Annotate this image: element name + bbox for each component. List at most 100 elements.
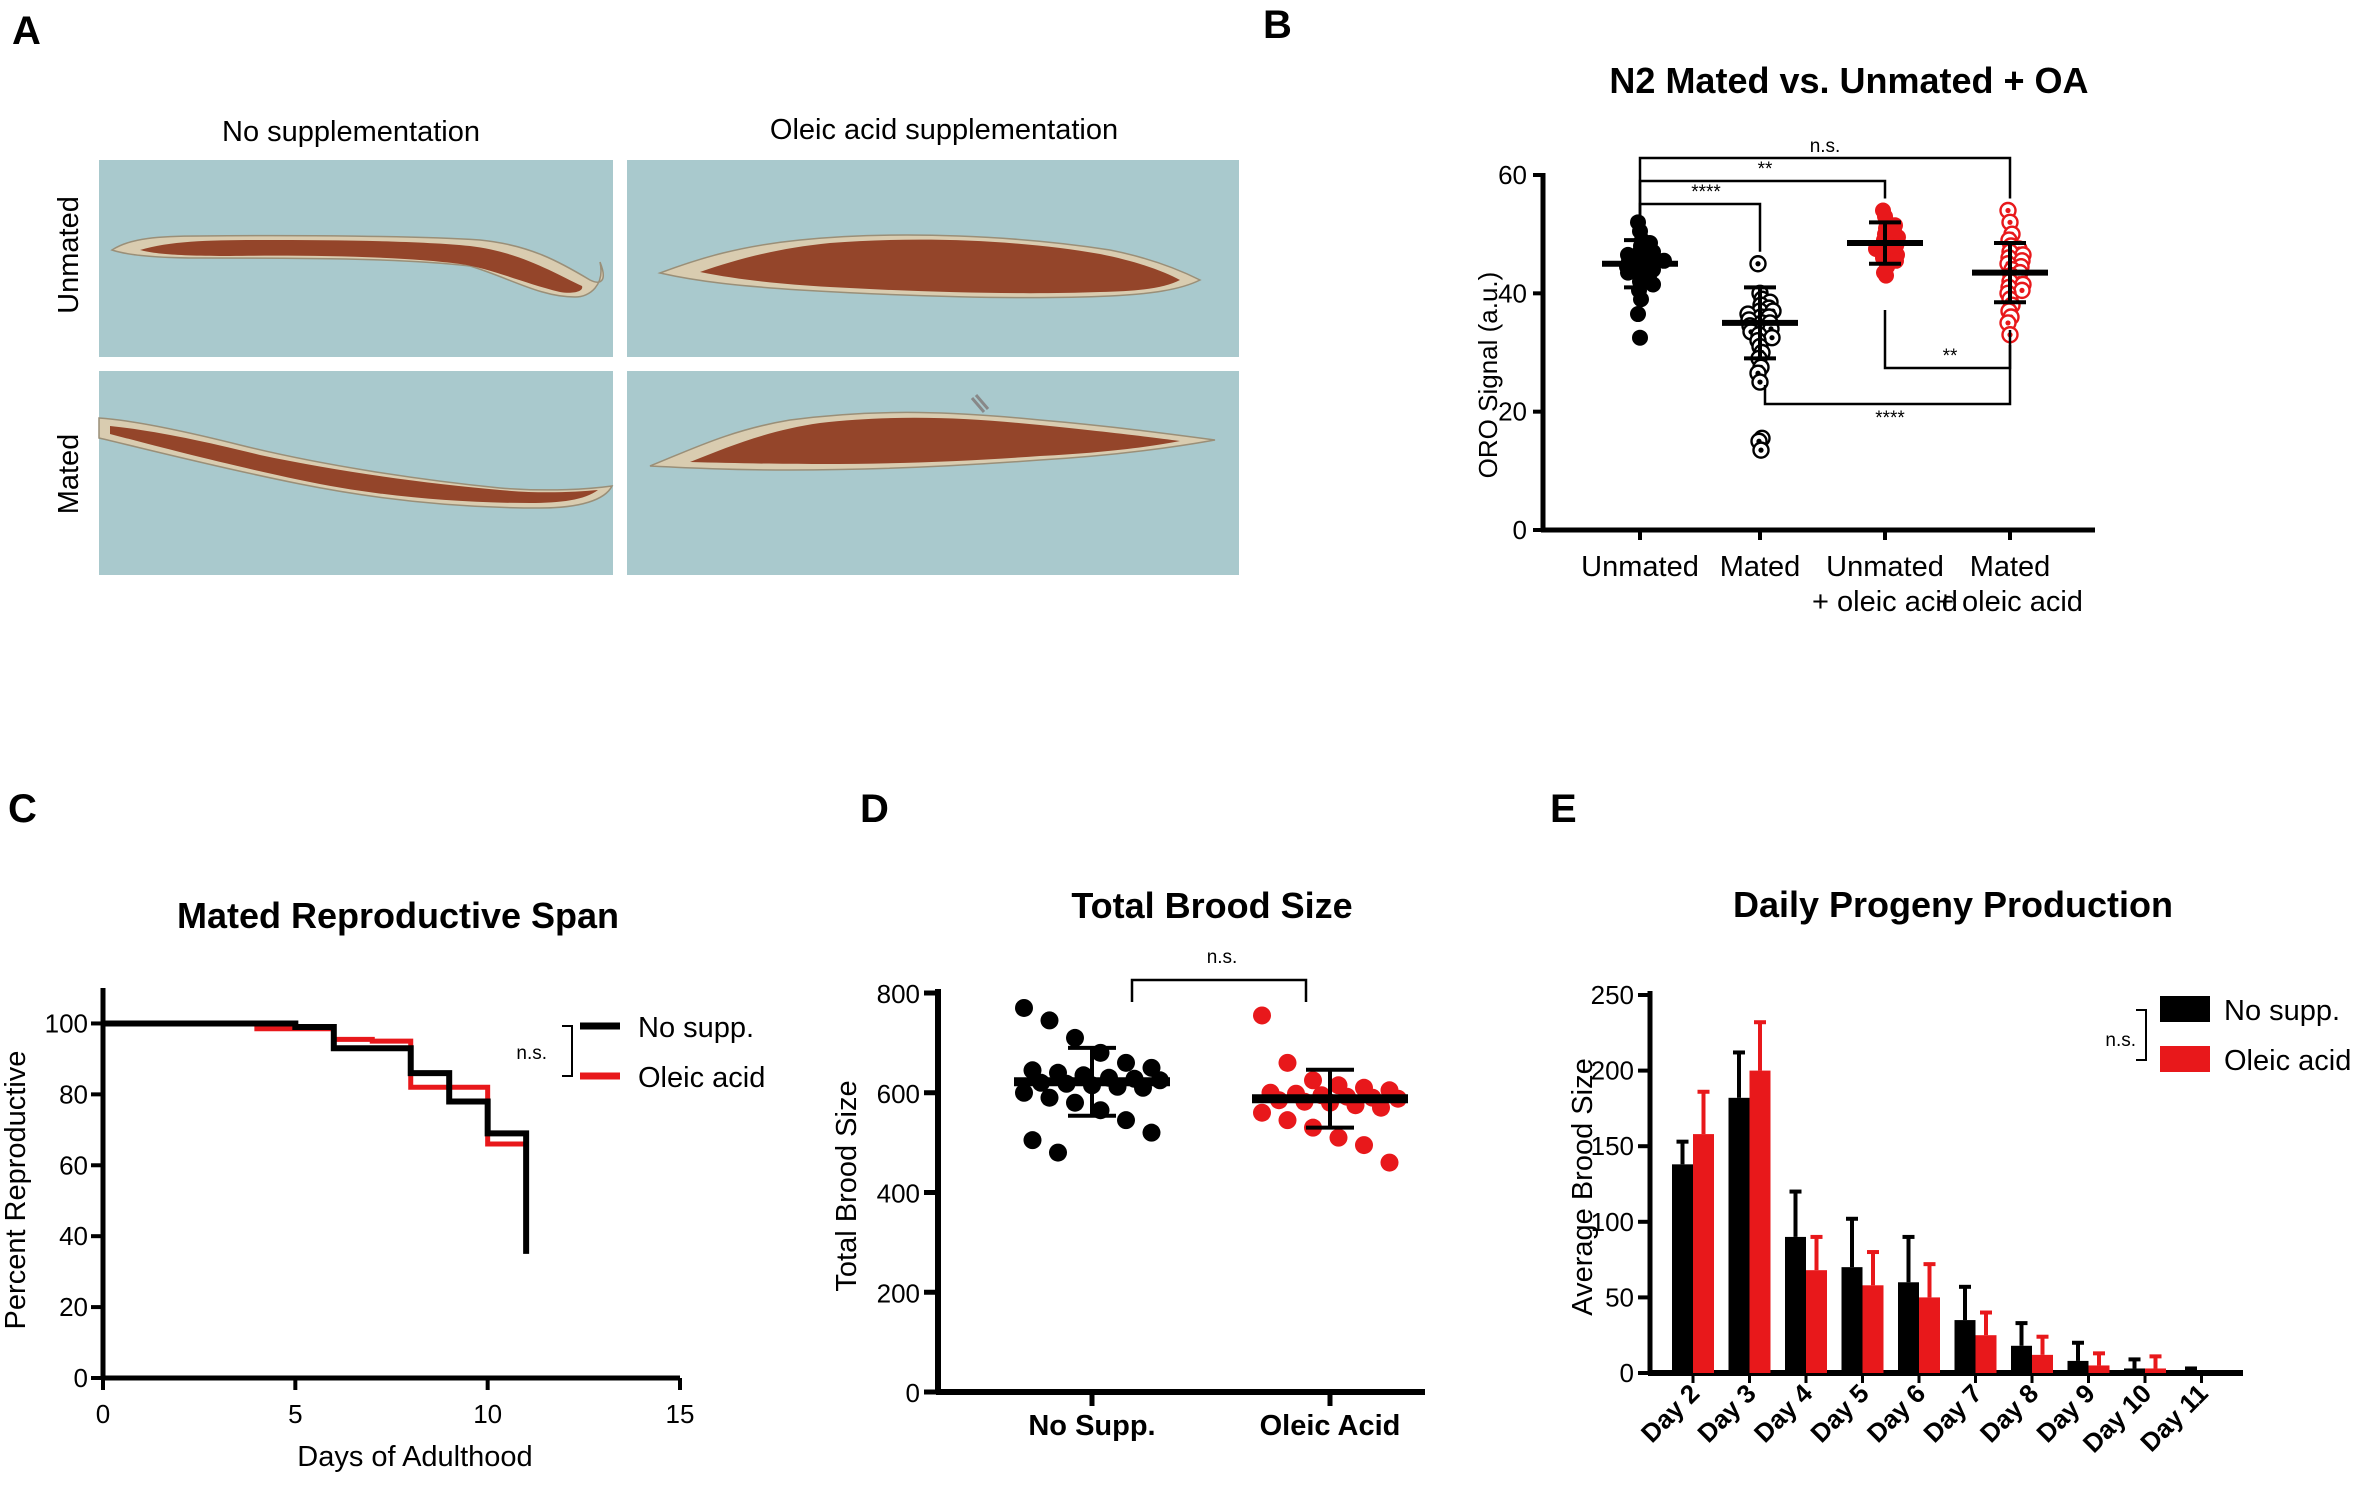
chart-b-point bbox=[1630, 306, 1646, 322]
chart-b-point-dot bbox=[1769, 335, 1774, 340]
chart-c-title: Mated Reproductive Span bbox=[177, 895, 619, 936]
chart-b-point-dot bbox=[2007, 220, 2012, 225]
chart-e-bar bbox=[2181, 1371, 2202, 1373]
chart-b-comparison-label: **** bbox=[1691, 182, 1721, 203]
chart-e-bar bbox=[2068, 1361, 2089, 1373]
chart-e-bar bbox=[1693, 1134, 1714, 1373]
chart-e-legend-bracket bbox=[2136, 1010, 2146, 1060]
chart-c-legend-label: Oleic acid bbox=[638, 1062, 765, 1094]
chart-d-point bbox=[1279, 1054, 1297, 1072]
chart-d-category-label: No Supp. bbox=[1028, 1410, 1155, 1442]
chart-c-x-tick-label: 10 bbox=[473, 1399, 502, 1429]
chart-e-legend-label: Oleic acid bbox=[2224, 1045, 2351, 1077]
chart-c-x-tick-label: 5 bbox=[288, 1399, 302, 1429]
panel-label-e: E bbox=[1550, 787, 1577, 831]
chart-e-legend-significance: n.s. bbox=[2105, 1030, 2136, 1051]
chart-e-bar bbox=[2124, 1368, 2145, 1373]
chart-e-category-label: Day 7 bbox=[1917, 1378, 1987, 1448]
chart-e-category-label: Day 6 bbox=[1861, 1378, 1931, 1448]
chart-e-bar bbox=[1842, 1267, 1863, 1373]
chart-b-point-dot bbox=[2005, 320, 2010, 325]
micrograph-mated-oleic bbox=[627, 371, 1239, 575]
chart-e-legend-swatch bbox=[2160, 1046, 2210, 1072]
chart-c-x-tick-label: 15 bbox=[666, 1399, 695, 1429]
chart-e-legend-swatch bbox=[2160, 996, 2210, 1022]
chart-e-bar bbox=[1898, 1282, 1919, 1373]
chart-b-comparison-label: n.s. bbox=[1810, 136, 1841, 157]
chart-d-point bbox=[1381, 1154, 1399, 1172]
chart-e-category-label: Day 2 bbox=[1635, 1378, 1705, 1448]
chart-e-bar bbox=[2032, 1355, 2053, 1373]
chart-b-point bbox=[1645, 276, 1661, 292]
chart-e-bar bbox=[1955, 1320, 1976, 1373]
chart-e-bar bbox=[1919, 1297, 1940, 1373]
chart-d-point bbox=[1355, 1136, 1373, 1154]
chart-e-bar bbox=[2011, 1346, 2032, 1373]
chart-b-point-dot bbox=[2005, 208, 2010, 213]
chart-b-y-tick-label: 20 bbox=[1498, 397, 1527, 427]
chart-e-category-label: Day 4 bbox=[1748, 1378, 1819, 1449]
chart-d-point bbox=[1279, 1111, 1297, 1129]
chart-c-legend-label: No supp. bbox=[638, 1012, 754, 1044]
col-label-oleic-acid: Oleic acid supplementation bbox=[770, 114, 1118, 146]
chart-e-bar bbox=[1976, 1335, 1997, 1373]
chart-d-point bbox=[1024, 1131, 1042, 1149]
chart-d-comparison-label: n.s. bbox=[1207, 947, 1238, 968]
chart-c-y-tick-label: 60 bbox=[59, 1150, 88, 1180]
chart-d-title: Total Brood Size bbox=[1071, 885, 1352, 926]
chart-b-point-dot bbox=[1758, 448, 1763, 453]
chart-e-y-tick-label: 50 bbox=[1605, 1282, 1634, 1312]
chart-e-legend-label: No supp. bbox=[2224, 995, 2340, 1027]
chart-b-comparison-label: **** bbox=[1875, 408, 1905, 429]
chart-b-point-dot bbox=[1757, 379, 1762, 384]
panel-e-daily-progeny: Daily Progeny Production Average Brood S… bbox=[1567, 884, 2351, 1459]
chart-e-y-tick-label: 200 bbox=[1591, 1056, 1634, 1086]
chart-e-bar bbox=[1863, 1285, 1884, 1373]
chart-e-y-tick-label: 250 bbox=[1591, 980, 1634, 1010]
chart-d-ylabel: Total Brood Size bbox=[831, 1080, 863, 1291]
chart-b-point bbox=[1751, 256, 1766, 271]
chart-d-y-tick-label: 600 bbox=[877, 1079, 920, 1109]
chart-e-y-tick-label: 100 bbox=[1591, 1207, 1634, 1237]
chart-b-comparison-label: ** bbox=[1758, 159, 1773, 180]
chart-d-point bbox=[1117, 1054, 1135, 1072]
chart-b-title: N2 Mated vs. Unmated + OA bbox=[1609, 60, 2088, 101]
chart-e-bar bbox=[1806, 1270, 1827, 1373]
chart-e-y-tick-label: 0 bbox=[1620, 1358, 1634, 1388]
chart-e-title: Daily Progeny Production bbox=[1733, 884, 2173, 925]
chart-b-category-label: + oleic acid bbox=[1937, 586, 2083, 618]
chart-c-y-tick-label: 100 bbox=[45, 1008, 88, 1038]
chart-b-point bbox=[1878, 268, 1894, 284]
chart-e-bar bbox=[1729, 1098, 1750, 1373]
panel-a-micrographs: No supplementation Oleic acid supplement… bbox=[53, 114, 1239, 575]
chart-b-comparison-bracket bbox=[1640, 204, 1760, 252]
chart-d-point bbox=[1015, 1084, 1033, 1102]
chart-e-bar bbox=[1672, 1164, 1693, 1373]
chart-c-x-tick-label: 0 bbox=[96, 1399, 110, 1429]
chart-e-category-label: Day 3 bbox=[1691, 1378, 1761, 1448]
chart-e-y-tick-label: 150 bbox=[1591, 1131, 1634, 1161]
row-label-mated: Mated bbox=[53, 434, 85, 515]
chart-d-point bbox=[1041, 1089, 1059, 1107]
chart-b-y-tick-label: 40 bbox=[1498, 278, 1527, 308]
chart-d-point bbox=[1041, 1011, 1059, 1029]
chart-b-point-dot bbox=[1755, 261, 1760, 266]
panel-c-reproductive-span: Mated Reproductive Span Days of Adulthoo… bbox=[0, 895, 765, 1473]
chart-d-y-tick-label: 0 bbox=[906, 1378, 920, 1408]
chart-c-xlabel: Days of Adulthood bbox=[297, 1441, 532, 1473]
col-label-no-supplementation: No supplementation bbox=[222, 116, 480, 148]
chart-d-point bbox=[1253, 1104, 1271, 1122]
chart-b-category-label: Mated bbox=[1970, 551, 2051, 583]
chart-c-y-tick-label: 80 bbox=[59, 1079, 88, 1109]
chart-d-point bbox=[1066, 1029, 1084, 1047]
chart-b-point-dot bbox=[2019, 288, 2024, 293]
chart-c-series-no-supp bbox=[103, 1023, 526, 1253]
chart-b-category-label: Unmated bbox=[1826, 551, 1944, 583]
chart-c-series-oleic-acid bbox=[103, 1023, 526, 1144]
chart-b-y-tick-label: 0 bbox=[1513, 515, 1527, 545]
chart-d-point bbox=[1330, 1129, 1348, 1147]
chart-d-comparison-bracket bbox=[1132, 980, 1306, 1002]
chart-e-category-label: Day 8 bbox=[1974, 1378, 2044, 1448]
chart-e-bar bbox=[2145, 1368, 2166, 1373]
chart-d-point bbox=[1117, 1111, 1135, 1129]
